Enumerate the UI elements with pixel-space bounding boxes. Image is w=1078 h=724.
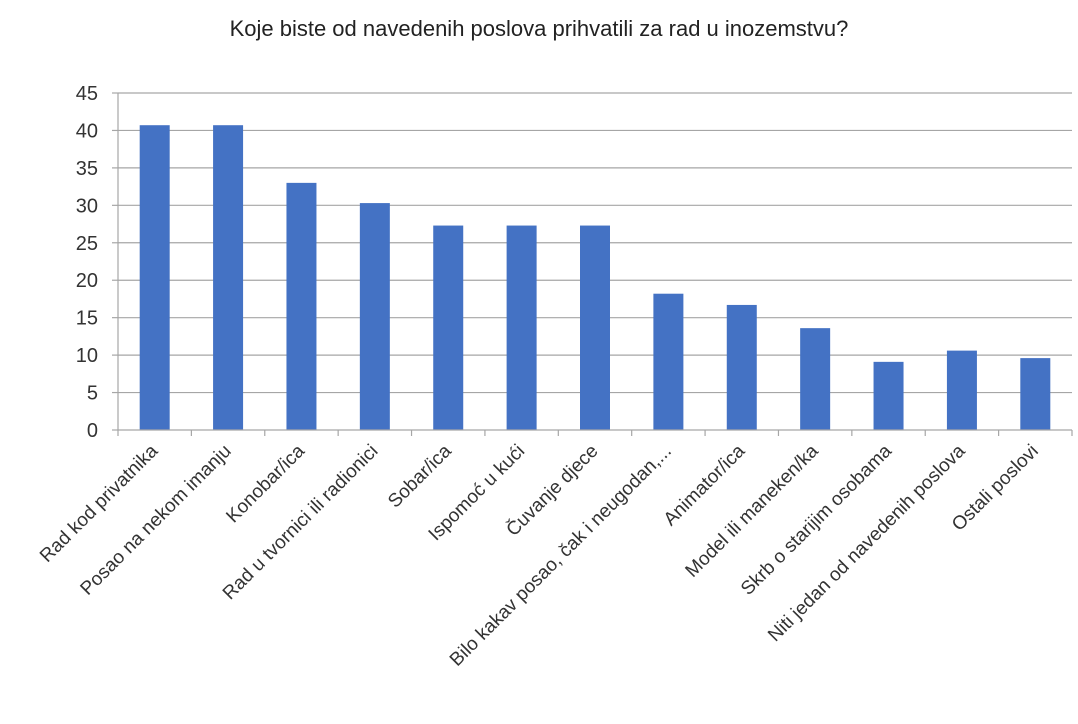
bars	[139, 125, 1051, 431]
y-tick-label: 0	[87, 420, 98, 442]
x-category-label: Model ili maneken/ka	[682, 440, 823, 581]
bar	[213, 125, 244, 431]
x-category-label: Skrb o starijim osobama	[737, 440, 896, 599]
y-tick-label: 45	[76, 83, 98, 105]
y-tick-label: 10	[76, 345, 98, 367]
x-category-label: Rad u tvornici ili radionici	[219, 441, 382, 604]
bar	[433, 225, 464, 430]
bar	[1020, 358, 1051, 430]
bar	[653, 293, 684, 430]
x-category-label: Posao na nekom imanju	[77, 441, 236, 600]
bar	[946, 350, 977, 430]
bar	[800, 328, 831, 430]
y-tick-label: 5	[87, 383, 98, 405]
x-category-label: Rad kod privatnika	[36, 440, 162, 566]
axes	[112, 92, 1073, 436]
bar	[726, 304, 757, 430]
y-tick-labels: 0 5 10 15 20 25 30 35 40 45	[76, 83, 98, 442]
bar	[139, 125, 170, 431]
bar	[580, 225, 610, 430]
bar	[506, 225, 537, 430]
y-tick-label: 35	[76, 158, 98, 180]
y-tick-label: 30	[76, 195, 98, 217]
y-tick-label: 25	[76, 233, 98, 255]
bar	[359, 203, 390, 430]
chart-title: Koje biste od navedenih poslova prihvati…	[229, 16, 849, 41]
bar	[286, 182, 317, 430]
x-category-label: Sobar/ica	[384, 440, 456, 512]
y-tick-label: 15	[76, 308, 98, 330]
y-tick-label: 20	[76, 270, 98, 292]
bar	[873, 361, 904, 430]
y-tick-label: 40	[76, 120, 98, 142]
